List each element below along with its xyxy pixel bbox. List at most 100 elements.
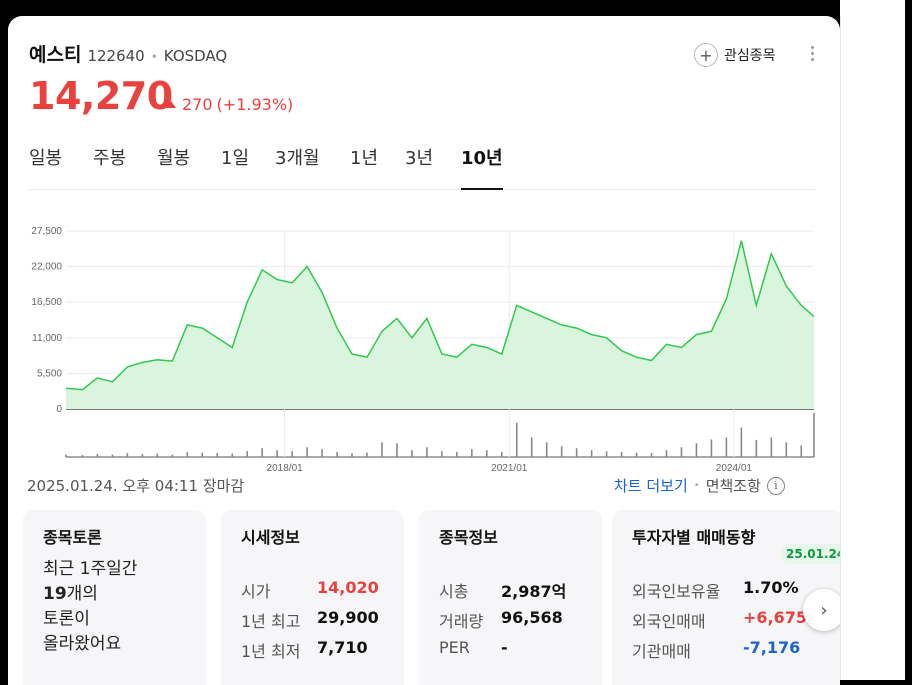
- discussion-line1: 최근 1주일간: [43, 559, 138, 579]
- company-title: 종목정보: [439, 528, 498, 547]
- discussion-line3: 토론이: [43, 609, 90, 629]
- discussion-count-suffix: 개의: [66, 584, 98, 604]
- more-vertical-icon[interactable]: [809, 46, 815, 61]
- discussion-title: 종목토론: [43, 528, 102, 547]
- current-price: 14,270: [29, 74, 173, 118]
- volume-bar: [186, 452, 189, 457]
- tab-3m[interactable]: 3개월: [275, 148, 320, 169]
- volume-bar: [126, 453, 129, 457]
- y-tick-label: 0: [56, 404, 62, 415]
- tab-monthly[interactable]: 월봉: [157, 148, 191, 169]
- market-name: KOSDAQ: [163, 47, 228, 65]
- volume-bar: [575, 448, 578, 457]
- stock-card: 예스티 122640 • KOSDAQ + 관심종목 14,270 270 (+…: [8, 16, 840, 685]
- separator-dot: •: [150, 50, 158, 64]
- stock-code: 122640: [87, 47, 145, 65]
- volume-bar: [500, 452, 503, 457]
- volume-bar: [635, 452, 638, 457]
- volume-bar: [650, 453, 653, 457]
- volume-bar: [530, 437, 533, 457]
- more-chart-link[interactable]: 차트 더보기: [614, 477, 688, 495]
- volume-bar: [441, 451, 443, 457]
- y-tick-label: 27,500: [31, 226, 62, 237]
- price-area: [66, 240, 814, 409]
- quote-value: 7,710: [317, 638, 368, 657]
- volume-bar: [351, 453, 353, 457]
- company-label: 시총: [439, 582, 469, 601]
- quote-label: 시가: [241, 582, 271, 601]
- volume-bar: [456, 452, 458, 457]
- y-tick-label: 22,000: [31, 262, 62, 273]
- y-tick-label: 5,500: [37, 368, 62, 379]
- investor-value: +6,675: [743, 608, 808, 627]
- volume-bars: [65, 413, 815, 457]
- volume-bar: [680, 447, 683, 457]
- tab-3y[interactable]: 3년: [405, 148, 434, 169]
- volume-bar: [306, 447, 308, 457]
- stock-name[interactable]: 예스티: [29, 44, 82, 66]
- investor-value: 1.70%: [743, 578, 799, 597]
- favorite-button[interactable]: + 관심종목: [694, 43, 776, 67]
- x-axis-labels: 2018/01 2021/01 2024/01: [267, 463, 753, 471]
- volume-bar: [485, 450, 488, 457]
- volume-bar: [813, 413, 815, 457]
- change-percent: (+1.93%): [216, 95, 294, 114]
- quote-title: 시세정보: [241, 528, 300, 547]
- quote-card[interactable]: 시세정보 시가 14,020 1년 최고 29,900 1년 최저 7,710: [221, 510, 404, 685]
- volume-bar: [710, 439, 713, 457]
- volume-bar: [141, 454, 144, 457]
- quote-value: 14,020: [317, 578, 379, 597]
- tab-weekly[interactable]: 주봉: [93, 148, 127, 169]
- volume-bar: [65, 454, 67, 457]
- info-icon[interactable]: i: [766, 476, 785, 495]
- investor-title: 투자자별 매매동향: [632, 528, 756, 547]
- volume-bar: [396, 443, 398, 457]
- discussion-line4: 올라왔어요: [43, 634, 122, 654]
- volume-bar: [231, 453, 234, 457]
- volume-bar: [620, 452, 623, 457]
- discussion-line2: 19개의: [43, 582, 137, 607]
- quote-label: 1년 최저: [241, 642, 301, 661]
- discussion-count: 19: [43, 584, 67, 604]
- investor-value: -7,176: [743, 638, 801, 657]
- separator-dot: •: [693, 480, 700, 491]
- price-change: 270 (+1.93%): [166, 95, 293, 114]
- tab-1y[interactable]: 1년: [350, 148, 379, 169]
- company-value: 96,568: [501, 608, 563, 627]
- quote-label: 1년 최고: [241, 612, 301, 631]
- volume-bar: [336, 452, 338, 457]
- x-tick-label: 2024/01: [716, 463, 753, 471]
- discussion-card[interactable]: 종목토론 최근 1주일간 19개의 토론이 올라왔어요: [23, 510, 206, 685]
- y-tick-label: 11,000: [32, 333, 62, 344]
- tab-1d[interactable]: 1일: [221, 148, 250, 169]
- discussion-body: 최근 1주일간 19개의 토론이 올라왔어요: [43, 557, 137, 657]
- volume-bar: [471, 449, 473, 457]
- volume-bar: [381, 442, 383, 457]
- volume-bar: [96, 454, 99, 457]
- y-axis-labels: 27,500 22,000 16,500 11,000 5,500 0: [31, 226, 62, 415]
- investor-card[interactable]: 투자자별 매매동향 외국인보유율 1.70% 외국인매매 +6,675 기관매매…: [612, 510, 840, 685]
- volume-bar: [590, 450, 593, 457]
- quote-value: 29,900: [317, 608, 379, 627]
- tab-10y[interactable]: 10년: [461, 144, 503, 190]
- investor-label: 외국인매매: [632, 612, 706, 631]
- company-label: PER: [439, 638, 470, 657]
- volume-bar: [201, 452, 204, 457]
- volume-bar: [426, 447, 428, 457]
- change-amount: 270: [182, 95, 213, 114]
- volume-bar: [81, 455, 84, 457]
- tab-daily[interactable]: 일봉: [29, 148, 63, 169]
- stock-header: 예스티 122640 • KOSDAQ: [29, 40, 227, 67]
- next-button[interactable]: ›: [803, 589, 840, 631]
- volume-bar: [411, 450, 413, 457]
- up-triangle-icon: [166, 101, 176, 108]
- company-label: 거래량: [439, 612, 484, 631]
- volume-bar: [171, 454, 174, 457]
- timestamp: 2025.01.24. 오후 04:11 장마감: [27, 477, 245, 495]
- page-background: [840, 0, 905, 680]
- disclaimer-link[interactable]: 면책조항: [705, 477, 761, 495]
- date-badge: 25.01.24: [781, 544, 840, 564]
- company-card[interactable]: 종목정보 시총 2,987억 거래량 96,568 PER -: [419, 510, 602, 685]
- price-line: [65, 240, 815, 391]
